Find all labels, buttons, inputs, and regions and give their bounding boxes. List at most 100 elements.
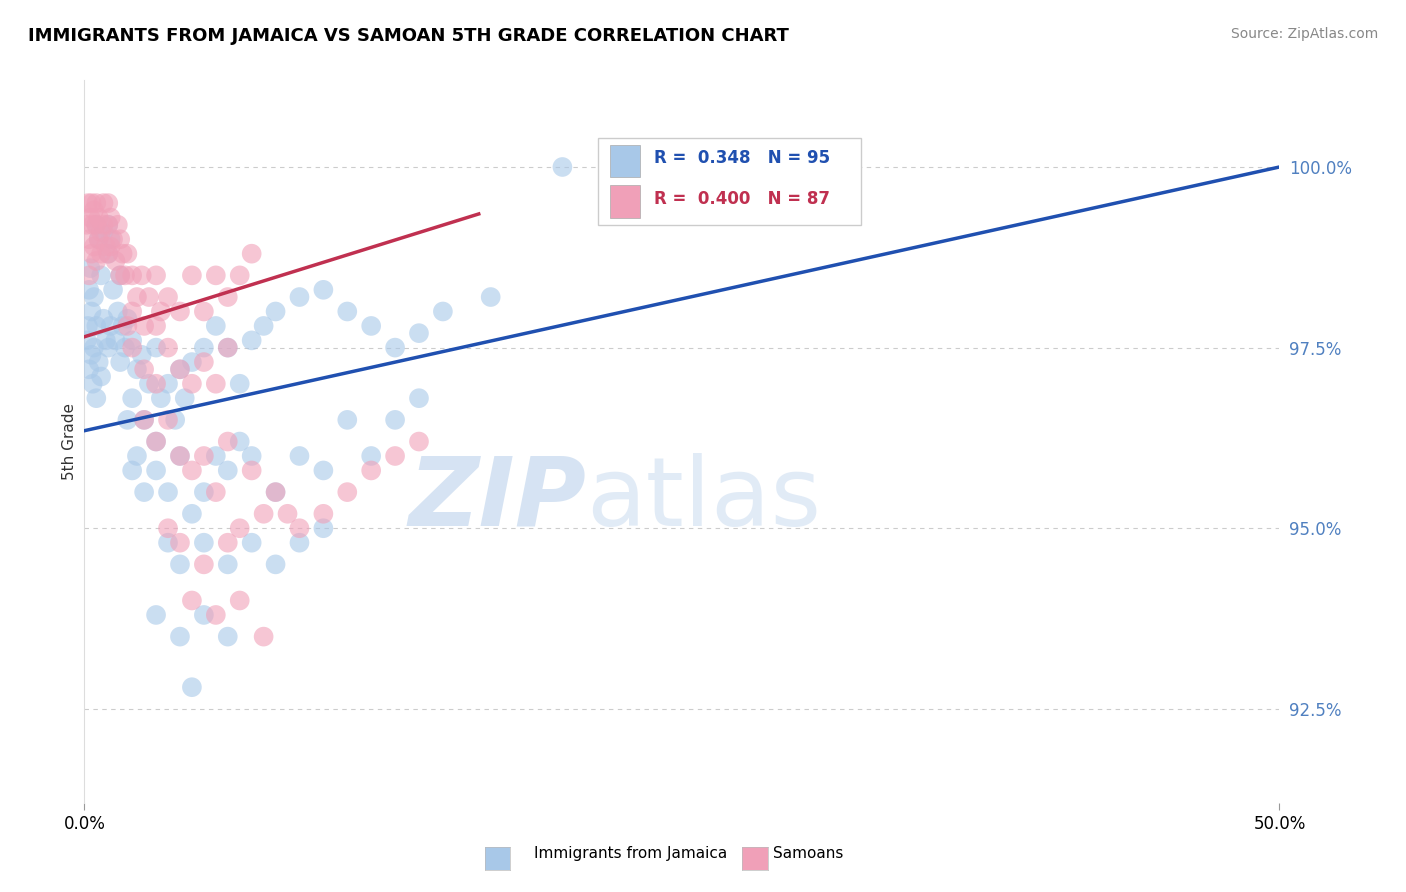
Point [97,218,120,232]
Point [93,225,115,239]
Point [181,463,204,477]
Point [193,535,215,549]
Point [100,232,122,246]
Point [205,268,228,283]
Point [181,680,204,694]
Point [97,196,120,211]
Point [145,318,167,333]
Point [77,318,100,333]
Point [157,485,180,500]
Point [80,196,103,211]
Point [138,290,160,304]
Point [240,535,263,549]
Point [114,268,136,283]
Point [93,218,115,232]
Point [131,348,153,362]
Point [104,334,127,348]
Point [132,413,156,427]
Point [384,341,406,355]
Point [157,413,180,427]
Point [312,507,335,521]
Point [87,232,110,246]
Text: Immigrants from Jamaica: Immigrants from Jamaica [534,846,727,861]
Point [193,558,215,572]
Point [83,203,105,218]
Point [100,239,122,253]
Point [93,311,115,326]
Point [111,318,134,333]
Point [149,304,172,318]
Point [240,334,263,348]
Point [312,521,335,535]
Point [336,413,359,427]
FancyBboxPatch shape [610,186,640,218]
Point [205,485,228,500]
Point [132,362,156,376]
Point [157,521,180,535]
Point [117,413,139,427]
Point [97,218,120,232]
Point [86,218,108,232]
Point [169,362,191,376]
Text: R =  0.400   N = 87: R = 0.400 N = 87 [654,190,831,208]
Point [79,211,101,225]
Point [86,318,108,333]
Point [132,485,156,500]
Point [229,268,252,283]
Point [121,463,143,477]
Point [181,376,204,391]
Point [111,246,134,260]
Point [408,326,430,341]
Point [360,463,382,477]
Point [240,246,263,260]
Point [173,391,195,405]
Point [80,246,103,260]
Point [288,290,311,304]
Point [149,391,172,405]
Point [169,449,191,463]
Point [114,341,136,355]
Text: atlas: atlas [586,453,821,546]
Point [145,607,167,622]
Point [104,254,127,268]
Point [336,485,359,500]
Point [157,535,180,549]
Point [86,391,108,405]
Point [205,376,228,391]
Point [253,507,276,521]
Point [181,507,204,521]
Point [169,362,191,376]
Point [205,318,228,333]
FancyBboxPatch shape [610,145,640,178]
Point [277,507,299,521]
Text: Samoans: Samoans [773,846,844,861]
Point [288,535,311,549]
Point [240,449,263,463]
Point [90,225,112,239]
Point [125,449,148,463]
Point [181,593,204,607]
Point [86,196,108,211]
Point [110,355,132,369]
Point [90,369,112,384]
Point [83,290,105,304]
Point [83,239,105,253]
Point [90,246,112,260]
Point [77,232,100,246]
Point [101,232,124,246]
Point [97,246,120,260]
Point [217,290,239,304]
Point [82,218,104,232]
Point [76,218,98,232]
Point [110,268,132,283]
Text: ZIP: ZIP [408,453,586,546]
Point [165,413,187,427]
Point [80,348,103,362]
Point [100,211,122,225]
Point [408,391,430,405]
Point [169,535,191,549]
Point [229,593,252,607]
Point [169,304,191,318]
Point [169,558,191,572]
Point [101,283,124,297]
